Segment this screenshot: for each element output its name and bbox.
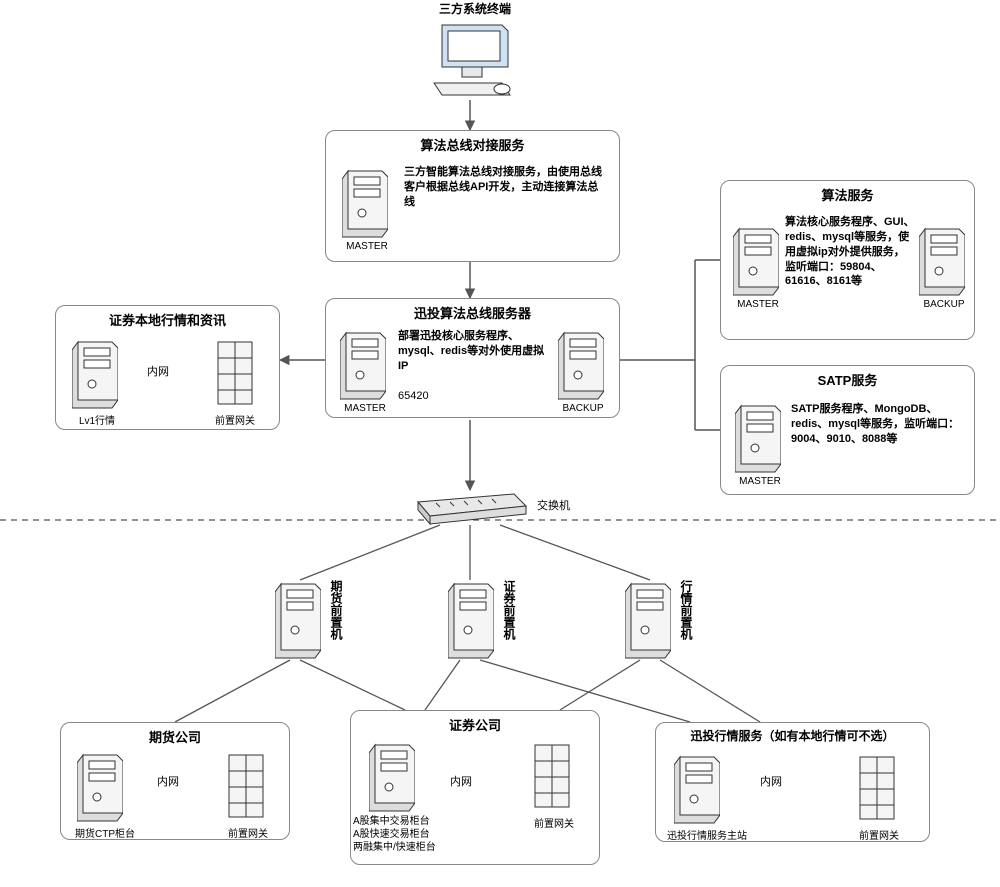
terminal-group: 三方系统终端 <box>370 0 580 100</box>
algo-title: 算法服务 <box>721 185 974 204</box>
futures-co-left: 期货CTP柜台 <box>65 825 145 840</box>
futures-front-label: 期货前置机 <box>328 580 345 640</box>
server-icon <box>72 338 118 410</box>
server-icon <box>919 225 965 297</box>
server-icon <box>77 751 123 823</box>
server-icon <box>342 167 388 239</box>
local-md-lv1: Lv1行情 <box>62 412 132 427</box>
securities-co-left: A股集中交易柜台 A股快速交易柜台 两融集中/快速柜台 <box>353 815 463 854</box>
box-securities-co: 证券公司 A股集中交易柜台 A股快速交易柜台 两融集中/快速柜台 前置网关 <box>350 710 600 865</box>
rack-icon <box>531 741 573 814</box>
md-front-label: 行情前置机 <box>678 580 695 640</box>
securities-co-right: 前置网关 <box>519 815 589 830</box>
local-md-link: 内网 <box>145 363 171 379</box>
futures-co-right: 前置网关 <box>213 825 283 840</box>
satp-title: SATP服务 <box>721 370 974 389</box>
md-service-title: 迅投行情服务（如有本地行情可不选） <box>656 727 929 744</box>
satp-desc: SATP服务程序、MongoDB、redis、mysql等服务，监听端口：900… <box>791 402 966 447</box>
securities-co-title: 证券公司 <box>351 715 599 734</box>
local-md-title: 证券本地行情和资讯 <box>56 310 279 329</box>
bus-dock-desc: 三方智能算法总线对接服务，由使用总线客户根据总线API开发，主动连接算法总线 <box>404 165 604 210</box>
md-service-left: 迅投行情服务主站 <box>652 827 762 842</box>
bus-dock-title: 算法总线对接服务 <box>326 135 619 154</box>
algo-master: MASTER <box>723 299 793 310</box>
md-service-link: 内网 <box>758 773 784 789</box>
server-icon <box>625 580 671 660</box>
satp-master: MASTER <box>725 476 795 487</box>
switch-icon <box>410 492 530 531</box>
local-md-gw: 前置网关 <box>200 412 270 427</box>
bus-dock-master: MASTER <box>332 241 402 252</box>
futures-co-title: 期货公司 <box>61 727 289 746</box>
md-service-right: 前置网关 <box>844 827 914 842</box>
server-icon <box>448 580 494 660</box>
server-icon <box>340 329 386 401</box>
securities-front-label: 证券前置机 <box>501 580 518 640</box>
box-bus-dock: 算法总线对接服务 MASTER 三方智能算法总线对接服务，由使用总线客户根据总线… <box>325 130 620 262</box>
bus-server-backup: BACKUP <box>548 403 618 414</box>
bus-server-desc: 部署迅投核心服务程序、mysql、redis等对外使用虚拟IP <box>398 329 548 374</box>
box-md-service: 迅投行情服务（如有本地行情可不选） 迅投行情服务主站 前置网关 <box>655 722 930 842</box>
rack-icon <box>214 338 256 411</box>
algo-desc: 算法核心服务程序、GUI、redis、mysql等服务，使用虚拟ip对外提供服务… <box>785 215 915 289</box>
futures-co-link: 内网 <box>155 773 181 789</box>
computer-icon <box>430 19 520 97</box>
switch-label: 交换机 <box>535 497 572 513</box>
box-bus-server: 迅投算法总线服务器 MASTER BACKUP 部署迅投核心服务程序、mysql… <box>325 298 620 418</box>
server-icon <box>733 225 779 297</box>
bus-server-master: MASTER <box>330 403 400 414</box>
box-satp: SATP服务 MASTER SATP服务程序、MongoDB、redis、mys… <box>720 365 975 495</box>
server-icon <box>674 753 720 825</box>
rack-icon <box>856 753 898 826</box>
server-icon <box>735 402 781 474</box>
bus-server-port: 65420 <box>398 389 548 404</box>
server-icon <box>369 741 415 813</box>
box-algo-service: 算法服务 MASTER BACKUP 算法核心服务程序、GUI、redis、my… <box>720 180 975 340</box>
securities-co-link: 内网 <box>448 773 474 789</box>
server-icon <box>275 580 321 660</box>
diagram-canvas: 三方系统终端 算法总线对接服务 MASTER 三方智能算法总线对接服务，由使用总… <box>0 0 1000 887</box>
bus-server-title: 迅投算法总线服务器 <box>326 303 619 322</box>
rack-icon <box>225 751 267 824</box>
server-icon <box>558 329 604 401</box>
algo-backup: BACKUP <box>909 299 979 310</box>
terminal-label: 三方系统终端 <box>370 0 580 17</box>
